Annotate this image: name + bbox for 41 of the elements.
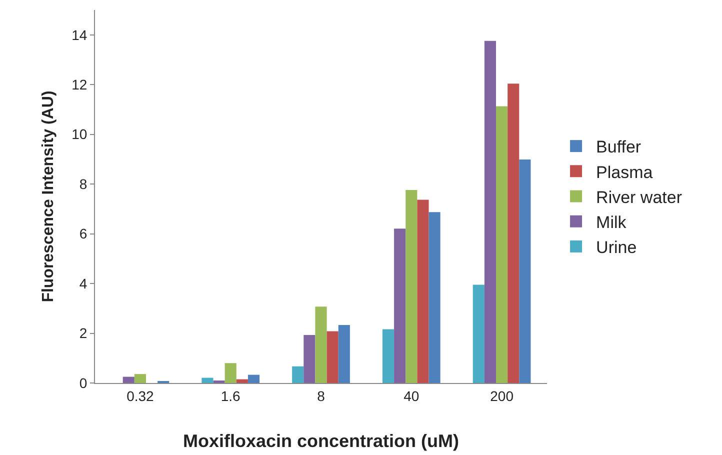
x-tick-label: 8: [317, 388, 326, 404]
bar: [519, 159, 531, 383]
x-tick-label: 40: [404, 388, 420, 404]
y-tick-label: 14: [72, 26, 88, 43]
y-tick-label: 10: [72, 126, 88, 142]
bar: [428, 212, 440, 383]
bar: [248, 374, 260, 383]
bar: [134, 374, 146, 383]
legend-label: Buffer: [596, 138, 642, 157]
bar: [508, 84, 520, 383]
bar: [472, 284, 484, 383]
y-tick-label: 12: [72, 76, 88, 92]
bar: [315, 306, 327, 383]
legend-label: River water: [596, 188, 682, 207]
bar: [122, 376, 134, 383]
bar: [224, 363, 236, 383]
y-tick-label: 0: [79, 374, 88, 391]
bar: [496, 106, 508, 383]
y-tick-label: 6: [79, 226, 88, 242]
legend-label: Plasma: [596, 162, 654, 182]
bar: [417, 200, 429, 383]
bar: [394, 228, 406, 383]
legend-label: Milk: [596, 212, 627, 232]
bar: [406, 190, 418, 383]
bar: [484, 40, 496, 383]
y-tick-label: 8: [79, 176, 88, 192]
x-tick-label: 0.32: [126, 388, 154, 404]
x-tick-label: 1.6: [220, 388, 241, 404]
bar: [236, 379, 248, 383]
bar: [382, 329, 394, 383]
x-tick-label: 200: [490, 388, 514, 404]
x-axis-title: Moxifloxacin concentration (uM): [182, 431, 460, 451]
y-axis-title: Fluorescence Intensity (AU): [40, 90, 57, 302]
legend-label: Urine: [596, 238, 637, 258]
bar: [202, 378, 214, 383]
bar: [326, 331, 338, 383]
bar: [338, 325, 350, 383]
y-tick-label: 4: [79, 275, 88, 292]
y-tick-label: 2: [79, 325, 88, 342]
bar: [292, 366, 304, 383]
bar: [304, 335, 316, 383]
